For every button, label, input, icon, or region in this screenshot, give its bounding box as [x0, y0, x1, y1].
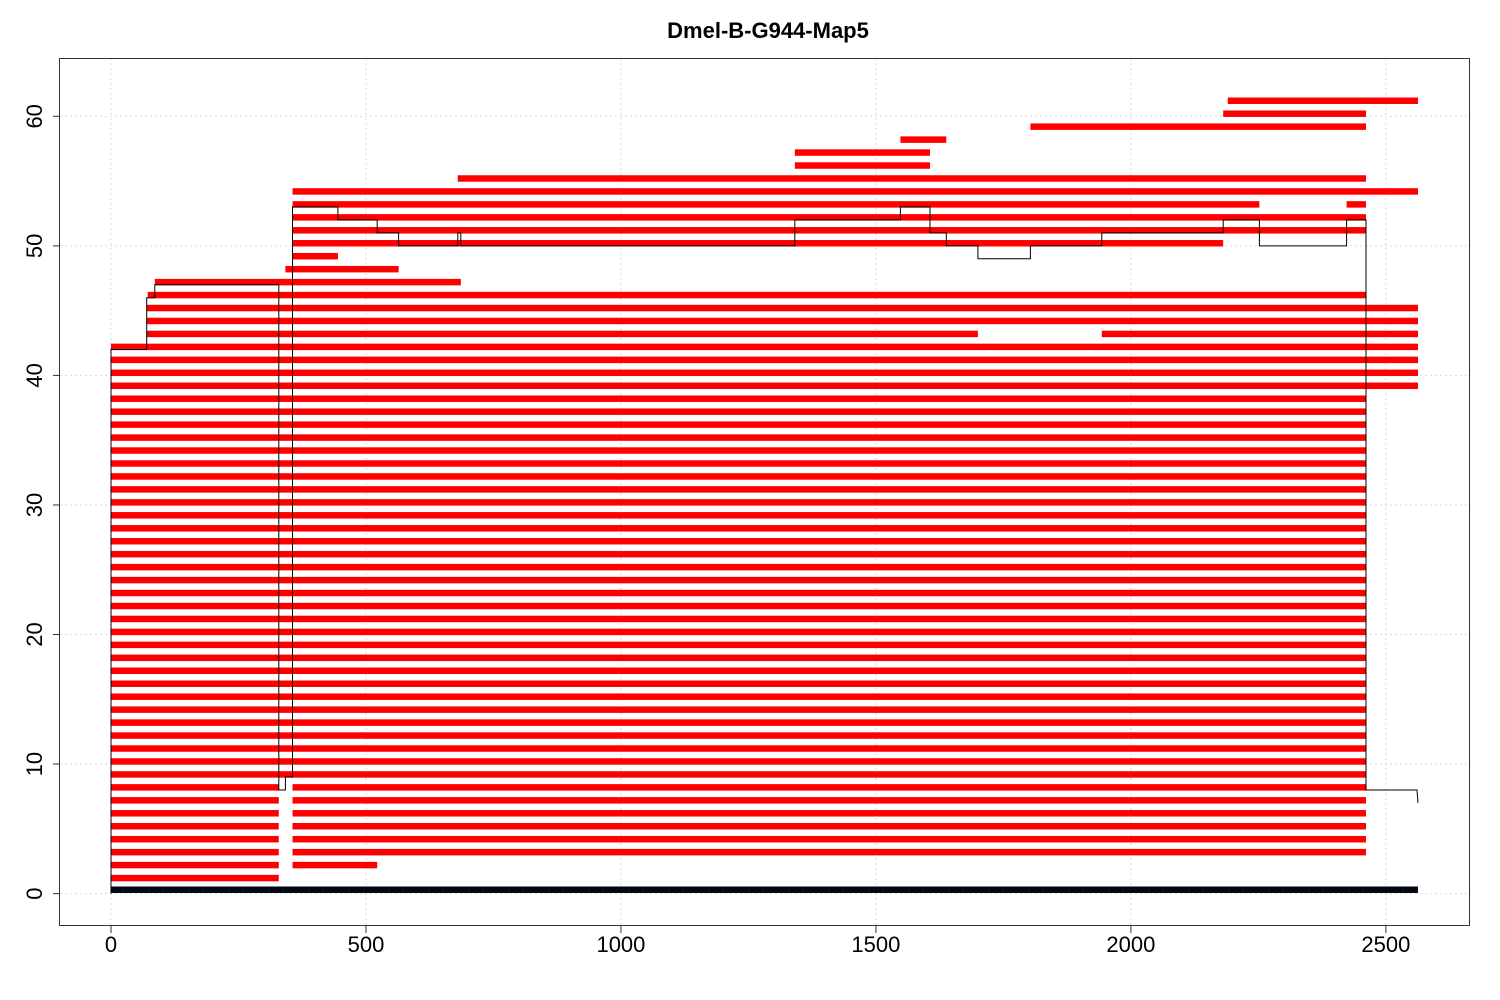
read-bar — [292, 861, 378, 869]
read-bar — [1030, 123, 1366, 130]
read-bar — [1227, 97, 1418, 104]
read-bar — [110, 667, 1366, 675]
read-bar — [110, 823, 279, 830]
read-bar — [110, 434, 1366, 441]
reference-bar — [110, 886, 1418, 893]
read-bar — [794, 149, 930, 156]
read-bar — [292, 201, 1260, 208]
read-bar — [110, 460, 1366, 467]
read-bar — [110, 706, 1366, 713]
read-bar — [110, 810, 279, 817]
read-bar — [110, 550, 1366, 558]
read-bar — [154, 278, 461, 286]
plot-frame — [59, 58, 1470, 926]
x-tick-label: 2000 — [1106, 932, 1155, 957]
read-bar — [110, 719, 1366, 726]
read-bar — [292, 252, 338, 260]
reference-bar-layer — [110, 886, 1418, 893]
y-tick-label: 30 — [22, 493, 47, 517]
read-bar — [110, 797, 279, 804]
read-bar — [110, 576, 1366, 584]
read-bar — [110, 654, 1366, 662]
read-bar — [146, 317, 1418, 325]
read-bar — [110, 602, 1366, 610]
read-bar — [110, 512, 1366, 519]
read-bar — [110, 771, 1366, 778]
read-bar — [110, 421, 1366, 428]
read-bar — [292, 214, 1366, 221]
read-bar — [110, 525, 1366, 532]
read-bar — [110, 537, 1366, 545]
read-bar — [1365, 382, 1418, 390]
x-axis: 0 500 1000 1500 2000 2500 — [105, 926, 1410, 957]
read-bar — [110, 382, 1366, 390]
y-tick-label: 40 — [22, 363, 47, 387]
read-bar — [110, 641, 1366, 649]
read-bar — [110, 499, 1366, 506]
read-bar — [457, 175, 1366, 182]
read-bar — [110, 343, 1366, 351]
read-bar — [1365, 369, 1418, 377]
read-bar — [110, 680, 1366, 687]
read-bar — [110, 563, 1366, 571]
y-tick-label: 20 — [22, 622, 47, 646]
read-bar — [110, 732, 1366, 739]
read-bar — [110, 861, 279, 869]
read-bar — [146, 330, 978, 338]
read-bar — [110, 758, 1366, 765]
read-bar — [110, 615, 1366, 623]
read-bar — [110, 784, 279, 791]
read-bar — [147, 291, 1366, 299]
read-bar — [110, 473, 1366, 480]
x-tick-label: 500 — [348, 932, 385, 957]
y-tick-label: 0 — [22, 887, 47, 899]
x-tick-label: 1500 — [851, 932, 900, 957]
read-bar — [110, 408, 1366, 415]
read-bar — [292, 823, 1366, 830]
read-bar — [1346, 201, 1366, 208]
chart-title: Dmel-B-G944-Map5 — [667, 18, 869, 43]
read-bar — [292, 240, 1224, 247]
read-bar — [292, 797, 1366, 804]
read-bar — [1365, 343, 1418, 351]
read-bar — [292, 188, 1418, 195]
coverage-line-layer — [110, 206, 1419, 894]
read-bar — [1101, 330, 1418, 338]
read-bar — [110, 693, 1366, 700]
coverage-line — [110, 206, 1419, 894]
x-tick-label: 2500 — [1361, 932, 1410, 957]
read-bar — [1365, 356, 1418, 364]
read-bar — [110, 745, 1366, 752]
y-tick-label: 50 — [22, 234, 47, 258]
read-bar — [292, 835, 1366, 843]
x-tick-label: 1000 — [596, 932, 645, 957]
read-bar — [110, 356, 1366, 364]
read-bar — [110, 395, 1366, 402]
read-bar — [292, 227, 1366, 234]
read-bar — [110, 835, 279, 843]
read-bar — [285, 265, 399, 273]
read-bar — [110, 589, 1366, 597]
read-bar — [110, 486, 1366, 493]
read-bar — [292, 848, 1366, 856]
read-bar — [110, 628, 1366, 636]
y-tick-label: 60 — [22, 104, 47, 128]
read-bar — [110, 447, 1366, 454]
y-axis: 0 10 20 30 40 50 60 — [22, 104, 60, 900]
read-bar — [292, 810, 1366, 817]
read-bar — [292, 784, 1366, 791]
read-bar — [146, 304, 1418, 312]
x-tick-label: 0 — [105, 932, 117, 957]
y-tick-label: 10 — [22, 752, 47, 776]
read-bar — [110, 848, 279, 856]
read-bar — [110, 369, 1366, 377]
read-bar — [1223, 110, 1366, 117]
read-bars — [110, 97, 1418, 882]
read-bar — [794, 162, 930, 169]
read-bar — [110, 874, 279, 882]
read-bar — [900, 136, 947, 143]
